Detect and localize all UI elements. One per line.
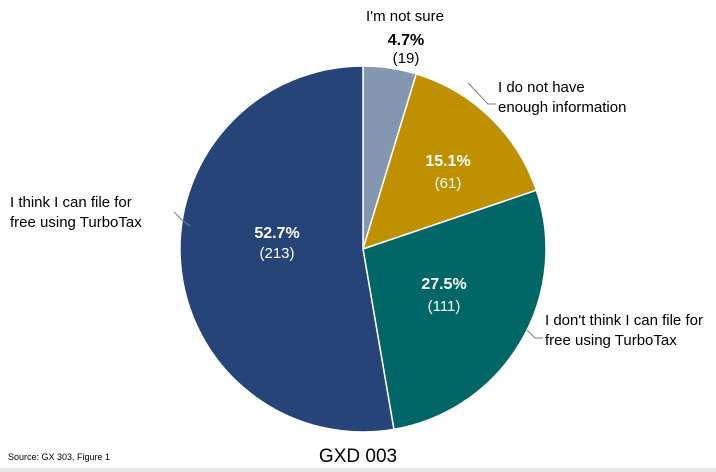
slice-4-category-label-line1: I think I can file for: [10, 194, 132, 211]
slice-2-category-label-line1: I do not have: [498, 79, 585, 96]
slice-1-count-label: (19): [393, 50, 420, 67]
slice-1-category-label: I'm not sure: [366, 8, 444, 25]
slice-4-count-label: (213): [259, 245, 294, 262]
slice-4-category-label-line2: free using TurboTax: [10, 214, 142, 231]
bottom-divider: [0, 468, 716, 472]
pie-chart: 15.1% (61) 27.5% (111) 52.7% (213) I'm n…: [0, 0, 716, 446]
slice-4-percent-label: 52.7%: [254, 225, 299, 242]
slice-3-count-label: (111): [428, 298, 461, 315]
slice-2-leader-line: [468, 83, 496, 104]
exhibit-label: GXD 003: [0, 446, 716, 468]
slice-2-percent-label: 15.1%: [425, 153, 470, 170]
slice-3-category-label-line1: I don't think I can file for: [545, 312, 703, 329]
pie-slices: [180, 66, 546, 432]
slice-3-percent-label: 27.5%: [421, 276, 466, 293]
slice-2-count-label: (61): [435, 175, 462, 192]
slice-1-percent-label: 4.7%: [388, 32, 424, 49]
slice-3-category-label-line2: free using TurboTax: [545, 332, 677, 349]
slice-2-category-label-line2: enough information: [498, 99, 626, 116]
slice-3-leader-line: [527, 330, 543, 338]
